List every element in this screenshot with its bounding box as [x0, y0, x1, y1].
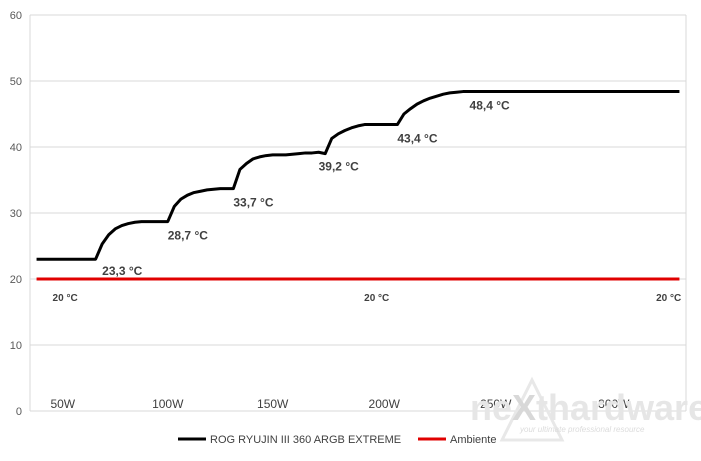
legend-label: Ambiente: [450, 434, 496, 446]
watermark-brand: neXthardware.com: [470, 387, 701, 428]
watermark-logo: neXthardware.com your ultimate professio…: [470, 376, 701, 442]
x-tick-label: 200W: [369, 397, 401, 411]
y-tick-label: 20: [10, 274, 22, 286]
y-tick-label: 30: [10, 208, 22, 220]
y-tick-label: 40: [10, 142, 22, 154]
watermark-triangle-icon: [499, 376, 565, 442]
data-label: 33,7 °C: [233, 196, 273, 210]
legend-label: ROG RYUJIN III 360 ARGB EXTREME: [210, 434, 401, 446]
data-label: 39,2 °C: [319, 159, 359, 173]
data-label: 48,4 °C: [470, 99, 510, 113]
x-tick-label: 100W: [152, 397, 184, 411]
x-tick-label: 50W: [50, 397, 75, 411]
data-label: 28,7 °C: [168, 229, 208, 243]
y-tick-label: 0: [16, 406, 22, 418]
data-label: 43,4 °C: [397, 132, 437, 146]
ambient-label: 20 °C: [656, 293, 681, 304]
y-tick-label: 60: [10, 10, 22, 22]
x-tick-label: 250W: [480, 397, 512, 411]
x-tick-label: 300W: [598, 397, 630, 411]
ambient-label: 20 °C: [364, 293, 389, 304]
y-tick-label: 10: [10, 340, 22, 352]
watermark-tagline: your ultimate professional resource: [519, 425, 645, 434]
data-label: 23,3 °C: [102, 264, 142, 278]
x-tick-label: 150W: [257, 397, 289, 411]
y-tick-label: 50: [10, 76, 22, 88]
legend: ROG RYUJIN III 360 ARGB EXTREME Ambiente: [178, 434, 496, 446]
y-axis-ticks: 0 10 20 30 40 50 60: [10, 10, 22, 418]
series-lines: [36, 90, 680, 281]
series-line-rog: [36, 90, 680, 261]
x-axis-ticks: 50W 100W 150W 200W 250W 300W: [50, 397, 630, 411]
gridlines: [29, 14, 687, 412]
ambient-label: 20 °C: [53, 293, 78, 304]
data-labels: 23,3 °C 28,7 °C 33,7 °C 39,2 °C 43,4 °C 48,4 …: [53, 99, 682, 304]
